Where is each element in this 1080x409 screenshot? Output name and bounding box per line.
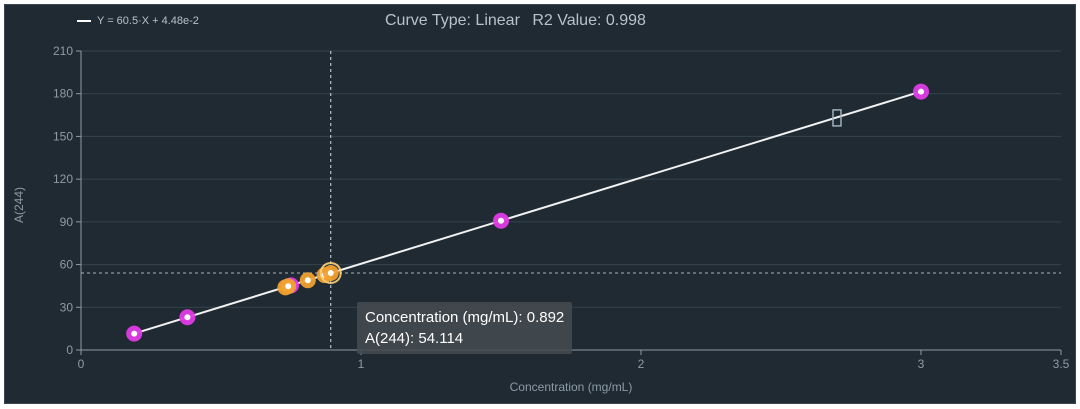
point-center bbox=[304, 277, 311, 284]
sample-point[interactable] bbox=[280, 278, 297, 295]
r2-value-label: R2 Value: 0.998 bbox=[532, 12, 646, 29]
x-tick-label: 3 bbox=[918, 357, 925, 371]
standard-point[interactable] bbox=[913, 83, 929, 100]
standard-point[interactable] bbox=[493, 212, 509, 229]
tooltip-absorbance: A(244): 54.114 bbox=[365, 330, 464, 347]
sample-point[interactable] bbox=[322, 264, 339, 281]
points-layer[interactable] bbox=[126, 83, 929, 342]
outlier-marker bbox=[832, 109, 842, 127]
legend-label: Y = 60.5·X + 4.48e-2 bbox=[97, 15, 199, 27]
fit-layer bbox=[133, 90, 922, 335]
point-center bbox=[285, 283, 292, 290]
y-tick-label: 30 bbox=[60, 300, 74, 314]
x-axis-title: Concentration (mg/mL) bbox=[510, 380, 633, 394]
curve-type-label: Curve Type: Linear bbox=[385, 12, 520, 29]
chart-title: Curve Type: Linear R2 Value: 0.998 bbox=[385, 12, 654, 30]
y-tick-label: 210 bbox=[53, 44, 73, 58]
chart-panel: 0 30 60 90 120 150 180 210 0 1 2 3 3.5 A(244) Concen… bbox=[4, 4, 1076, 404]
y-axis-title: A(244) bbox=[12, 187, 26, 223]
y-tick-label: 90 bbox=[60, 215, 74, 229]
x-tick-label: 1 bbox=[358, 357, 365, 371]
x-tick-label: 2 bbox=[638, 357, 645, 371]
x-tick-label: 0 bbox=[78, 357, 85, 371]
y-tick-label: 180 bbox=[53, 87, 73, 101]
grid-layer bbox=[81, 50, 1061, 351]
x-tick-label: 3.5 bbox=[1053, 357, 1070, 371]
standard-point[interactable] bbox=[126, 325, 143, 342]
standard-point[interactable] bbox=[179, 309, 196, 326]
sample-point[interactable] bbox=[299, 272, 316, 289]
legend[interactable]: Y = 60.5·X + 4.48e-2 bbox=[77, 15, 199, 27]
point-center bbox=[131, 330, 138, 337]
hover-tooltip: Concentration (mg/mL): 0.892 A(244): 54.… bbox=[357, 302, 573, 354]
legend-line-swatch bbox=[77, 20, 91, 22]
y-tick-label: 120 bbox=[53, 172, 73, 186]
crosshair-layer bbox=[81, 51, 1061, 350]
tooltip-concentration: Concentration (mg/mL): 0.892 bbox=[365, 309, 565, 326]
y-tick-label: 150 bbox=[53, 129, 73, 143]
fit-line bbox=[133, 90, 922, 335]
y-tick-label: 0 bbox=[66, 343, 73, 357]
selected-point-ring bbox=[319, 261, 342, 284]
point-center bbox=[918, 88, 924, 95]
chart-plot[interactable]: 0 30 60 90 120 150 180 210 0 1 2 3 3.5 A(244) Concen… bbox=[5, 5, 1077, 405]
marker-layer bbox=[832, 109, 842, 127]
point-center bbox=[327, 269, 334, 276]
y-tick-label: 60 bbox=[60, 258, 74, 272]
point-center bbox=[498, 217, 504, 224]
point-center bbox=[184, 314, 191, 321]
